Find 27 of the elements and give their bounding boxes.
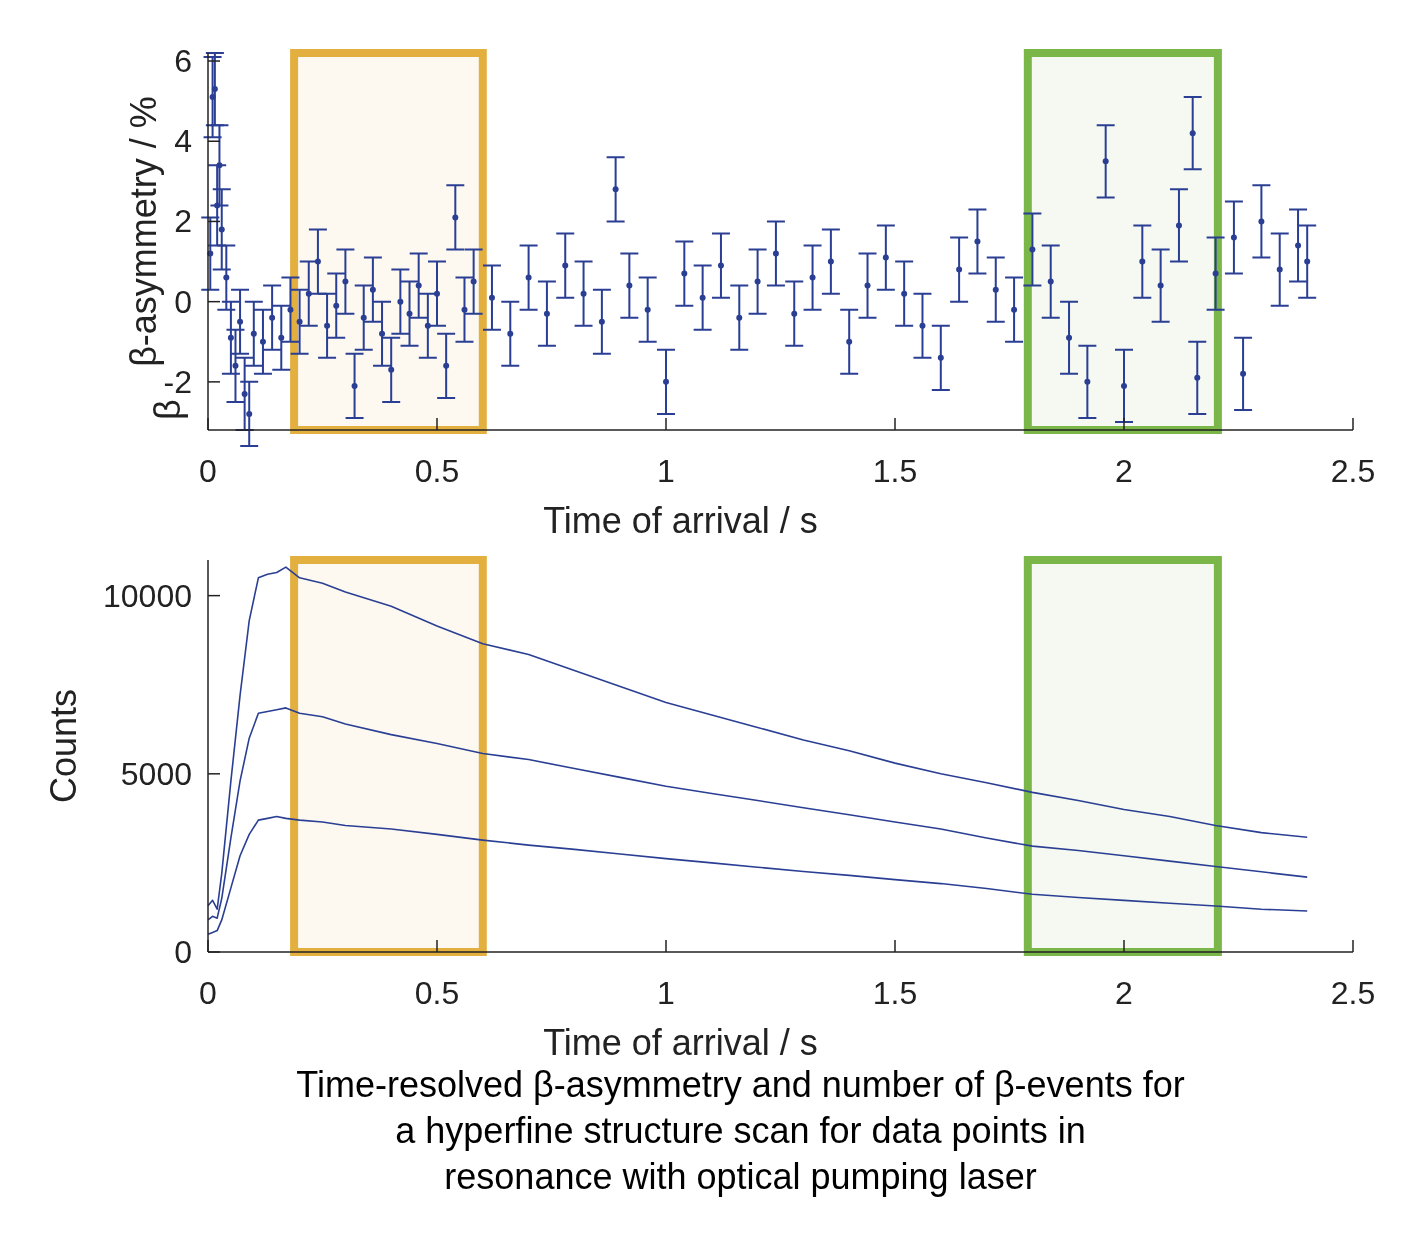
line-series	[207, 815, 1308, 935]
x-tick-label: 1.5	[872, 975, 918, 1011]
y-axis-title: Counts	[43, 688, 84, 804]
x-tick-label: 0	[199, 975, 217, 1011]
y-axis-title: β-asymmetry / %	[123, 96, 164, 367]
x-tick-label: 0	[199, 453, 217, 489]
x-tick-label: 0.5	[414, 975, 460, 1011]
x-tick-label: 1	[657, 453, 675, 489]
y-tick-label: 2	[174, 203, 192, 240]
x-tick-label: 1	[657, 975, 675, 1011]
text: β	[147, 399, 188, 420]
x-axis-title: Time of arrival / s	[543, 500, 818, 541]
y-tick-label: 0	[174, 934, 192, 970]
x-tick-label: 1.5	[872, 453, 918, 489]
x-tick-label: 2	[1115, 453, 1133, 489]
y-tick-label: 4	[174, 123, 192, 160]
y-tick-label: 10000	[103, 577, 192, 614]
text: Time-resolved β-asymmetry and number of β-events for a hyperfine structure scan for data points in resonance with optical pumping laser	[296, 1064, 1185, 1197]
y-tick-label: 0	[174, 283, 192, 320]
x-tick-label: 2.5	[1330, 453, 1376, 489]
x-tick-label: 0.5	[414, 453, 460, 489]
x-axis-title: Time of arrival / s	[543, 1022, 818, 1063]
y-tick-label: 5000	[120, 755, 192, 792]
x-tick-label: 2	[1115, 975, 1133, 1011]
y-tick-label: 6	[174, 43, 192, 80]
y-tick-label: -2	[163, 363, 192, 400]
x-tick-label: 2.5	[1330, 975, 1376, 1011]
